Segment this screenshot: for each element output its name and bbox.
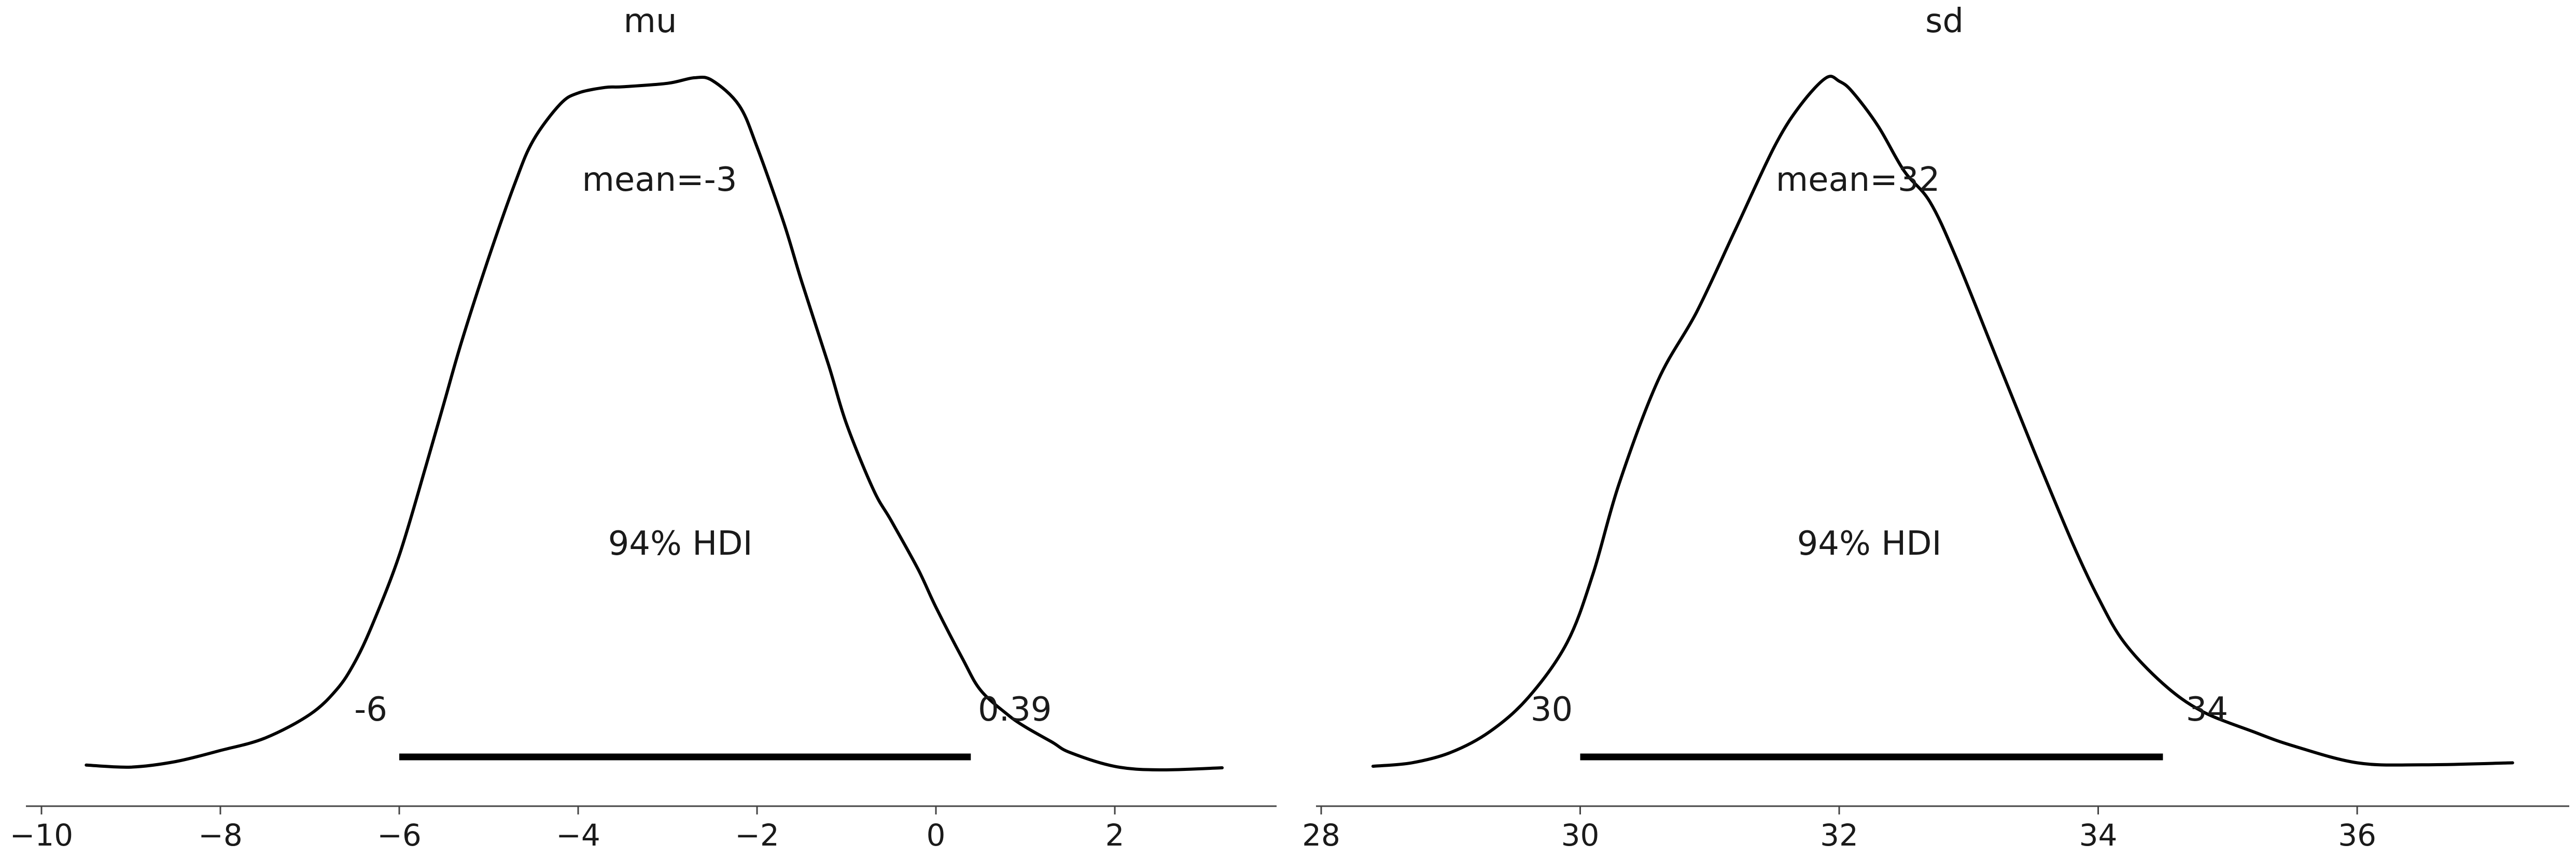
x-tick-label: −8 — [198, 818, 243, 853]
hdi-low-label: -6 — [354, 691, 387, 729]
panel-title: sd — [1925, 2, 1964, 40]
mean-label: mean=-3 — [582, 161, 737, 199]
hdi-high-label: 34 — [2186, 691, 2228, 729]
panel-title: mu — [624, 2, 677, 40]
x-tick-label: −4 — [556, 818, 600, 853]
x-tick-label: 36 — [2338, 818, 2376, 853]
density-curve — [1371, 75, 2514, 768]
density-curve — [85, 75, 1224, 772]
x-tick-label: 0 — [927, 818, 946, 853]
x-tick-label: −10 — [10, 818, 73, 853]
x-tick-label: −2 — [735, 818, 779, 853]
hdi-high-label: 0.39 — [978, 691, 1052, 729]
x-tick-label: −6 — [377, 818, 422, 853]
x-tick-label: 34 — [2079, 818, 2118, 853]
hdi-label: 94% HDI — [608, 525, 753, 563]
hdi-label: 94% HDI — [1797, 525, 1942, 563]
mean-label: mean=32 — [1776, 161, 1940, 199]
x-tick-label: 28 — [1302, 818, 1340, 853]
panel-sd: sd mean=32 94% HDI 30 34 28 30 32 34 36 — [1302, 2, 2569, 853]
x-tick-label: 2 — [1105, 818, 1125, 853]
x-tick-label: 32 — [1820, 818, 1858, 853]
x-axis-ticks: −10 −8 −6 −4 −2 0 2 — [10, 806, 1125, 853]
x-axis-ticks: 28 30 32 34 36 — [1302, 806, 2376, 853]
panel-mu: mu mean=-3 94% HDI -6 0.39 −10 −8 −6 −4 −2 0 2 — [10, 2, 1277, 853]
hdi-low-label: 30 — [1531, 691, 1573, 729]
x-tick-label: 30 — [1561, 818, 1600, 853]
